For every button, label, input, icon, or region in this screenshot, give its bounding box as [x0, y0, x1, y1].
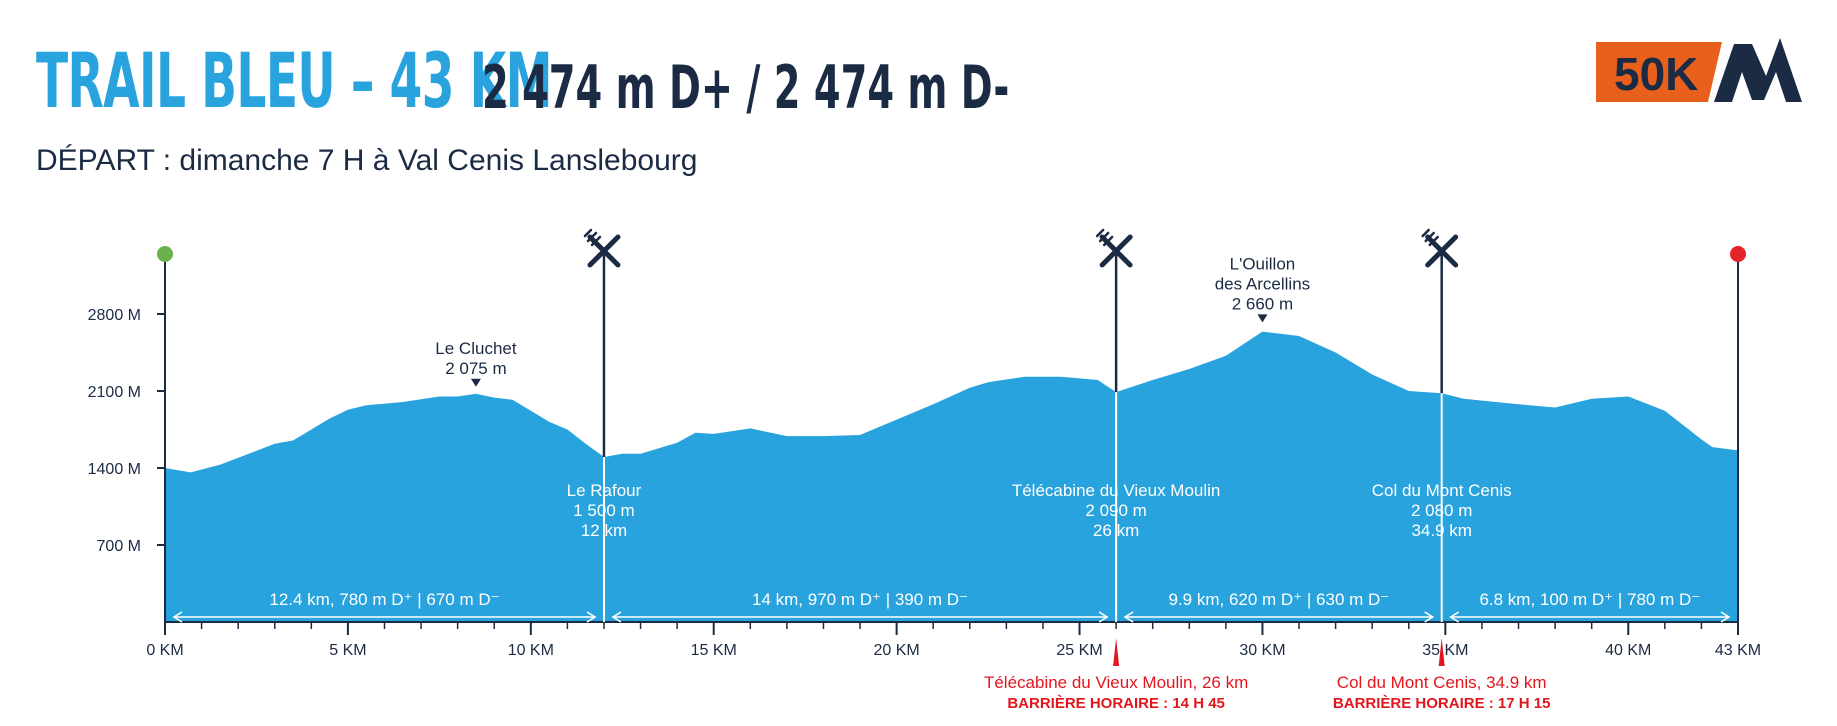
segment-label: 6.8 km, 100 m D⁺ | 780 m D⁻: [1479, 590, 1700, 609]
segment-arrow-right: [1720, 611, 1731, 623]
start-info: DÉPART : dimanche 7 H à Val Cenis Lansle…: [36, 144, 698, 177]
aid-station-elevation: 2 080 m: [1411, 501, 1472, 520]
summit-label: des Arcellins: [1215, 274, 1310, 293]
elevation-summary: 2 474 m D+ / 2 474 m D-: [482, 53, 1010, 123]
aid-station-name: Col du Mont Cenis: [1372, 481, 1512, 500]
logo-badge: [1596, 42, 1722, 102]
cutlery-icon: [1095, 228, 1133, 268]
cutlery-icon: [1421, 228, 1459, 268]
segment-arrow-left: [611, 611, 622, 623]
start-marker: [157, 246, 173, 262]
time-barrier-place: Col du Mont Cenis, 34.9 km: [1337, 673, 1547, 692]
aid-station-km: 26 km: [1093, 521, 1139, 540]
fork-tines: [1421, 228, 1439, 247]
fork-tines: [1095, 228, 1114, 247]
segment-arrow-left: [1449, 611, 1460, 623]
fork-handle: [587, 234, 621, 268]
x-tick-label: 15 KM: [691, 642, 737, 659]
x-tick-label: 30 KM: [1239, 642, 1285, 659]
fork-tines: [583, 228, 602, 247]
summit-label: 2 660 m: [1232, 294, 1293, 313]
segment-arrow-right: [1424, 611, 1435, 623]
segment-arrow-left: [172, 611, 183, 623]
aid-station-name: Le Rafour: [567, 481, 642, 500]
x-tick-label: 5 KM: [329, 642, 366, 659]
segment-arrow-right: [1098, 611, 1109, 623]
summit-label: L'Ouillon: [1230, 254, 1296, 273]
aid-station-km: 34.9 km: [1411, 521, 1471, 540]
y-tick-label: 2100 M: [88, 384, 141, 401]
page-title: TRAIL BLEU – 43 KM: [36, 36, 552, 125]
summit-marker: [470, 378, 481, 387]
x-tick-label: 40 KM: [1605, 642, 1651, 659]
time-barrier-time: BARRIÈRE HORAIRE : 17 H 15: [1333, 695, 1551, 712]
summit-label: 2 075 m: [445, 359, 506, 378]
time-barrier-marker: [1113, 638, 1120, 666]
logo-badge-text: 50K: [1614, 48, 1698, 100]
y-tick-label: 2800 M: [88, 307, 141, 324]
finish-marker: [1730, 246, 1746, 262]
title-row: TRAIL BLEU – 43 KM 2 474 m D+ / 2 474 m …: [36, 36, 1536, 126]
segment-label: 14 km, 970 m D⁺ | 390 m D⁻: [752, 590, 968, 609]
cutlery-icon: [583, 228, 621, 268]
time-barrier-place: Télécabine du Vieux Moulin, 26 km: [984, 673, 1248, 692]
profile-layer: [165, 331, 1738, 622]
elevation-area: [165, 331, 1738, 622]
y-tick-label: 700 M: [97, 538, 141, 555]
segment-arrow-right: [586, 611, 597, 623]
aid-station-km: 12 km: [581, 521, 627, 540]
x-tick-label: 20 KM: [874, 642, 920, 659]
x-tick-label: 25 KM: [1056, 642, 1102, 659]
aid-station-name: Télécabine du Vieux Moulin: [1012, 481, 1221, 500]
segment-label: 9.9 km, 620 m D⁺ | 630 m D⁻: [1169, 590, 1390, 609]
x-tick-label: 10 KM: [508, 642, 554, 659]
x-tick-label: 35 KM: [1422, 642, 1468, 659]
time-barrier-marker: [1438, 638, 1445, 666]
overlay-layer: [157, 228, 1746, 666]
y-tick-label: 1400 M: [88, 461, 141, 478]
x-tick-label: 0 KM: [146, 642, 183, 659]
axis-layer: 700 M 1400 M 2100 M 2800 M 0 KM 5 KM 10 KM 15 K…: [88, 254, 1761, 659]
summit-marker: [1257, 314, 1268, 323]
fork-handle: [1425, 234, 1459, 268]
aid-station-elevation: 2 090 m: [1085, 501, 1146, 520]
summit-label: Le Cluchet: [435, 339, 517, 358]
segment-arrow-left: [1123, 611, 1134, 623]
logo-letter-m: [1714, 38, 1802, 102]
x-tick-label: 43 KM: [1715, 642, 1761, 659]
time-barrier-time: BARRIÈRE HORAIRE : 14 H 45: [1007, 695, 1225, 712]
aid-station-elevation: 1 500 m: [573, 501, 634, 520]
fork-handle: [1099, 234, 1133, 268]
brand-logo: 50K: [1596, 38, 1802, 102]
segment-label: 12.4 km, 780 m D⁺ | 670 m D⁻: [269, 590, 499, 609]
